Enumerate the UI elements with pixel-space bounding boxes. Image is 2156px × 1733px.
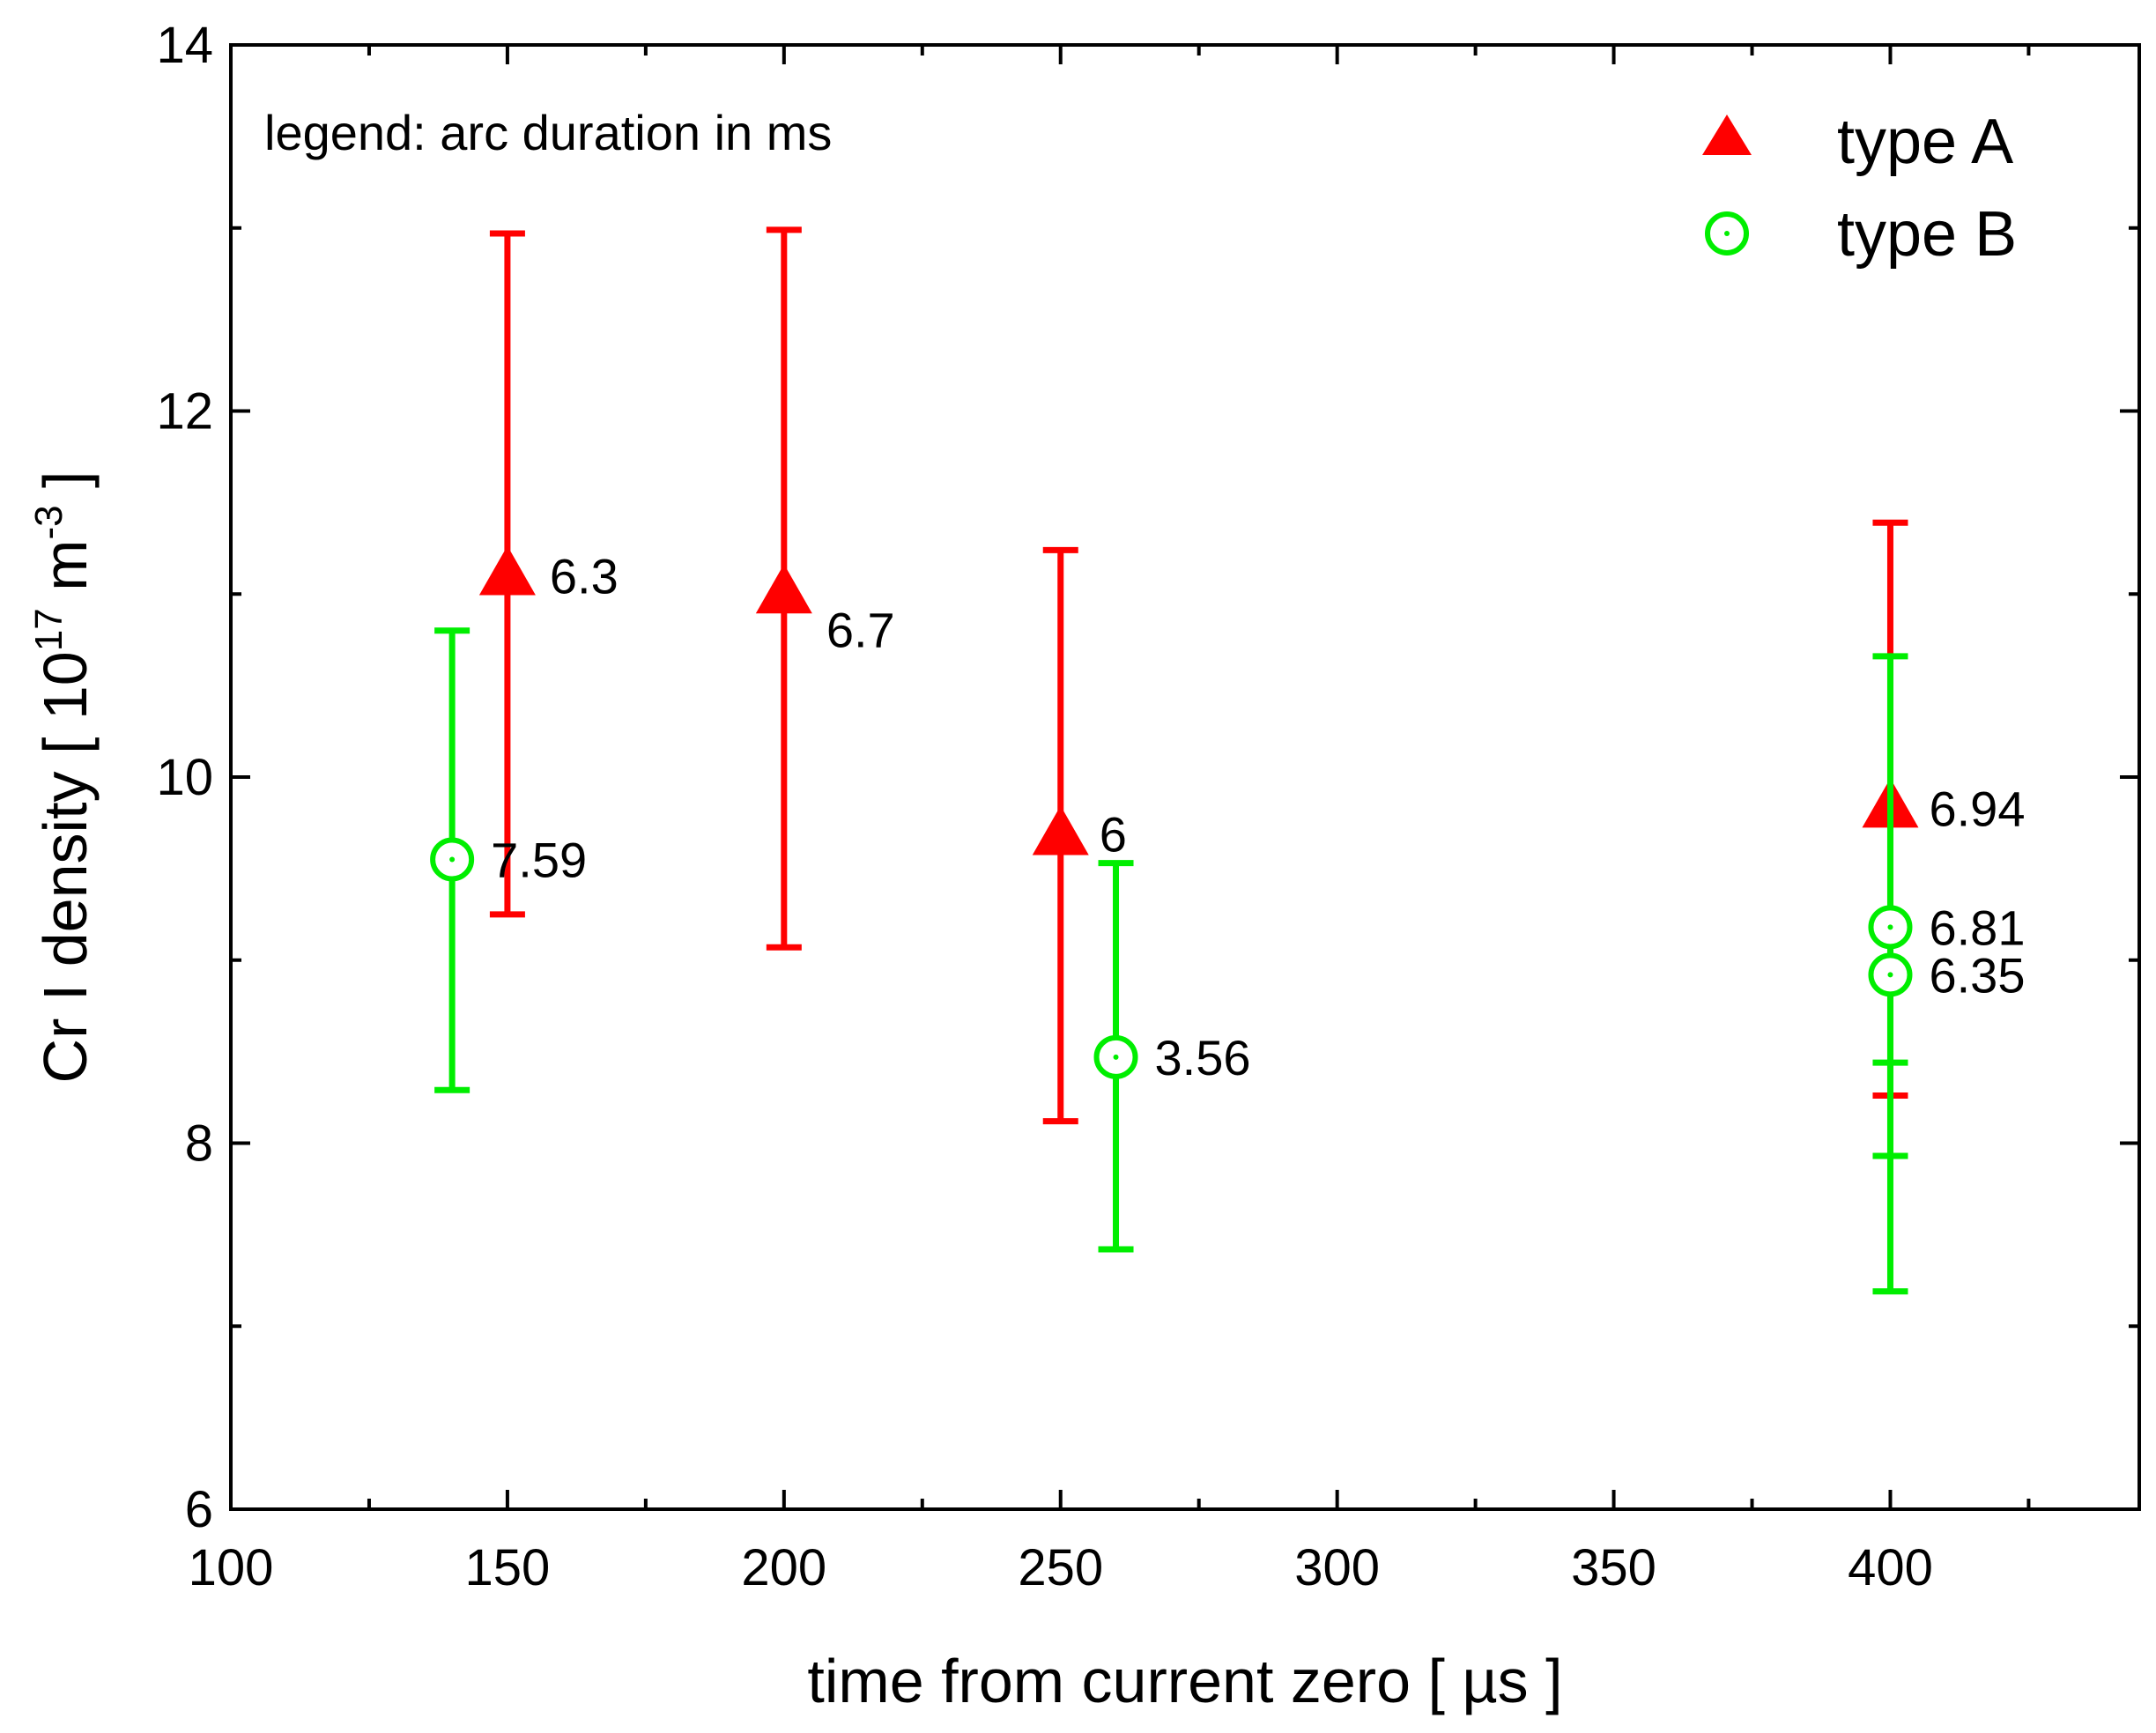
data-point-circle-dot: [1113, 1054, 1119, 1060]
x-tick-label: 350: [1571, 1539, 1656, 1596]
tick-labels: 100 150 200 250 300 350 400 6 8 10 12 14: [156, 17, 1932, 1596]
data-point-triangle: [1032, 805, 1089, 855]
y-tick-label: 12: [156, 383, 213, 441]
y-axis-title-main: Cr I density [ 10: [31, 651, 100, 1083]
data-label: 6.35: [1929, 947, 2025, 1003]
y-tick-label: 14: [156, 17, 213, 74]
data-point-circle-dot: [1887, 924, 1893, 930]
series-type-b: 7.59 3.56 6.816.35: [430, 627, 2025, 1295]
x-tick-label: 150: [465, 1539, 551, 1596]
data-label: 6.81: [1929, 900, 2025, 955]
legend-marker-type-b: [1705, 211, 1749, 256]
data-point-triangle: [755, 564, 812, 614]
series-type-a: 6.3 6.7 6 6.94: [478, 226, 2025, 1125]
x-tick-label: 400: [1848, 1539, 1933, 1596]
y-axis-title-exponent-17: 17: [27, 608, 70, 651]
data-label: 6.3: [550, 548, 619, 604]
x-tick-label: 200: [741, 1539, 826, 1596]
y-axis-title: Cr I density [ 1017 m-3 ]: [27, 471, 100, 1084]
data-label: 6.7: [826, 602, 895, 657]
data-label: 6.94: [1929, 781, 2025, 836]
legend: type A type B: [1702, 107, 2017, 270]
y-tick-label: 6: [185, 1481, 213, 1538]
y-axis-title-exponent-minus3: -3: [27, 505, 70, 539]
y-axis-title-unit: m: [31, 540, 100, 609]
legend-note: legend: arc duration in ms: [264, 105, 832, 160]
legend-label-type-b: type B: [1837, 199, 2017, 270]
ticks: [229, 43, 2139, 1511]
x-tick-label: 250: [1018, 1539, 1103, 1596]
data-label: 6: [1100, 806, 1127, 862]
y-tick-label: 10: [156, 749, 213, 806]
data-label: 3.56: [1155, 1030, 1251, 1085]
legend-marker-type-b-dot: [1724, 231, 1730, 236]
data-point-circle-dot: [449, 856, 456, 863]
data-point-triangle: [478, 545, 536, 596]
legend-label-type-a: type A: [1837, 107, 2013, 177]
y-axis-title-close: ]: [31, 471, 100, 506]
legend-marker-type-a: [1702, 115, 1752, 155]
data-label: 7.59: [491, 832, 587, 887]
x-tick-label: 100: [189, 1539, 274, 1596]
x-axis-title: time from current zero [ µs ]: [807, 1647, 1562, 1715]
y-tick-label: 8: [185, 1115, 213, 1173]
x-tick-label: 300: [1294, 1539, 1380, 1596]
data-point-circle-dot: [1887, 972, 1893, 978]
series-layer: 6.3 6.7 6 6.94 7.59 3.56 6.816.35: [430, 226, 2025, 1295]
